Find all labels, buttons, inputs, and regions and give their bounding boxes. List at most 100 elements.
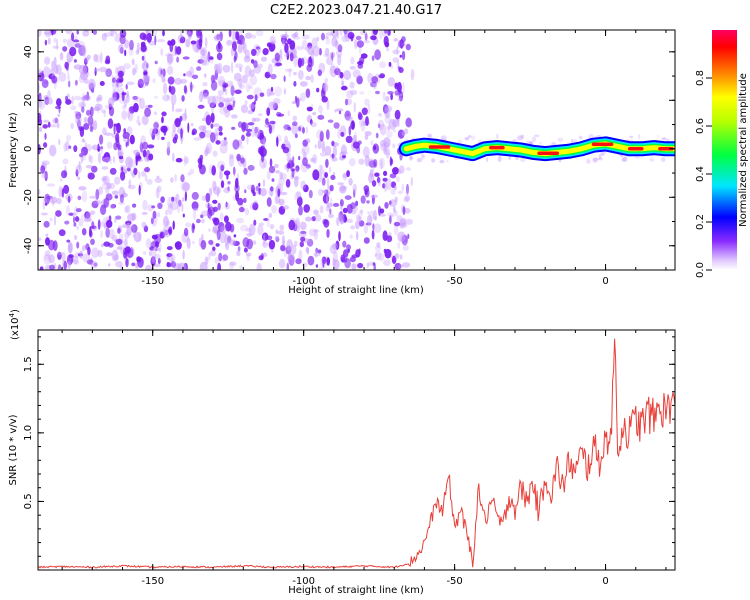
- noise-speckle: [266, 170, 271, 180]
- noise-speckle: [218, 131, 223, 136]
- noise-speckle: [161, 116, 164, 124]
- noise-speckle: [165, 220, 170, 227]
- noise-speckle: [222, 81, 226, 93]
- noise-speckle: [144, 74, 151, 83]
- noise-speckle: [246, 238, 253, 250]
- noise-speckle: [75, 79, 78, 86]
- noise-speckle: [156, 175, 160, 179]
- noise-speckle: [270, 186, 274, 192]
- noise-speckle: [165, 209, 168, 216]
- noise-speckle: [49, 124, 58, 128]
- noise-speckle: [268, 212, 272, 219]
- noise-speckle: [210, 80, 218, 91]
- noise-speckle: [396, 176, 400, 183]
- noise-speckle: [340, 131, 345, 137]
- noise-speckle: [348, 178, 353, 186]
- noise-speckle: [200, 53, 208, 66]
- noise-speckle: [404, 194, 411, 202]
- noise-speckle: [370, 140, 374, 146]
- noise-speckle: [190, 40, 197, 45]
- noise-speckle: [167, 65, 174, 75]
- noise-speckle: [211, 105, 214, 114]
- noise-speckle: [367, 211, 370, 215]
- noise-speckle: [244, 49, 250, 60]
- noise-speckle: [213, 217, 220, 226]
- noise-speckle: [346, 204, 353, 214]
- noise-speckle: [393, 206, 396, 214]
- noise-speckle: [311, 104, 314, 108]
- noise-speckle: [327, 203, 330, 209]
- noise-speckle: [106, 182, 112, 190]
- noise-speckle: [172, 152, 175, 162]
- noise-speckle: [277, 230, 285, 235]
- noise-speckle: [68, 80, 71, 88]
- noise-speckle: [354, 220, 360, 230]
- noise-speckle: [298, 249, 303, 262]
- noise-speckle: [57, 113, 61, 117]
- noise-speckle: [132, 203, 137, 208]
- noise-speckle: [364, 98, 370, 106]
- noise-speckle: [287, 157, 292, 163]
- noise-speckle: [390, 188, 396, 195]
- noise-speckle: [42, 124, 48, 129]
- noise-speckle: [336, 217, 340, 227]
- noise-speckle: [54, 117, 58, 124]
- noise-speckle: [105, 193, 113, 201]
- noise-speckle: [464, 137, 470, 141]
- noise-speckle: [123, 251, 128, 259]
- noise-speckle: [216, 229, 221, 241]
- noise-speckle: [268, 101, 276, 111]
- noise-speckle: [269, 224, 275, 230]
- noise-speckle: [301, 262, 308, 268]
- noise-speckle: [383, 145, 387, 155]
- noise-speckle: [71, 95, 74, 105]
- noise-speckle: [145, 264, 153, 270]
- noise-speckle: [263, 252, 268, 258]
- noise-speckle: [342, 154, 346, 159]
- noise-speckle: [47, 97, 53, 105]
- noise-speckle: [137, 78, 144, 89]
- noise-speckle: [248, 85, 253, 89]
- noise-speckle: [218, 62, 223, 75]
- noise-speckle: [205, 114, 212, 126]
- noise-speckle: [394, 185, 397, 191]
- noise-speckle: [321, 189, 327, 194]
- noise-speckle: [260, 56, 268, 62]
- noise-speckle: [296, 45, 304, 51]
- noise-speckle: [373, 81, 377, 90]
- noise-speckle: [45, 233, 49, 237]
- noise-speckle: [367, 261, 374, 267]
- noise-speckle: [228, 30, 232, 38]
- noise-speckle: [410, 68, 415, 81]
- noise-speckle: [265, 118, 269, 125]
- noise-speckle: [103, 175, 110, 186]
- noise-speckle: [113, 254, 120, 261]
- noise-speckle: [234, 89, 242, 95]
- noise-speckle: [374, 253, 378, 257]
- noise-speckle: [318, 188, 324, 196]
- noise-speckle: [151, 205, 156, 209]
- noise-speckle: [44, 170, 48, 182]
- noise-speckle: [259, 157, 267, 169]
- noise-speckle: [335, 108, 344, 112]
- noise-speckle: [40, 165, 46, 174]
- noise-speckle: [76, 241, 80, 249]
- noise-speckle: [333, 122, 340, 129]
- noise-speckle: [47, 37, 51, 45]
- noise-speckle: [274, 195, 281, 205]
- noise-speckle: [389, 156, 393, 167]
- noise-speckle: [320, 164, 324, 175]
- noise-speckle: [183, 156, 190, 164]
- noise-speckle: [299, 92, 306, 102]
- noise-speckle: [274, 52, 280, 62]
- noise-speckle: [147, 144, 155, 149]
- noise-speckle: [352, 183, 357, 193]
- noise-speckle: [638, 133, 641, 140]
- noise-speckle: [351, 120, 355, 130]
- noise-speckle: [63, 143, 67, 152]
- noise-speckle: [76, 225, 79, 231]
- noise-speckle: [92, 120, 98, 131]
- noise-speckle: [339, 71, 344, 79]
- noise-speckle: [286, 156, 293, 162]
- noise-speckle: [240, 157, 245, 164]
